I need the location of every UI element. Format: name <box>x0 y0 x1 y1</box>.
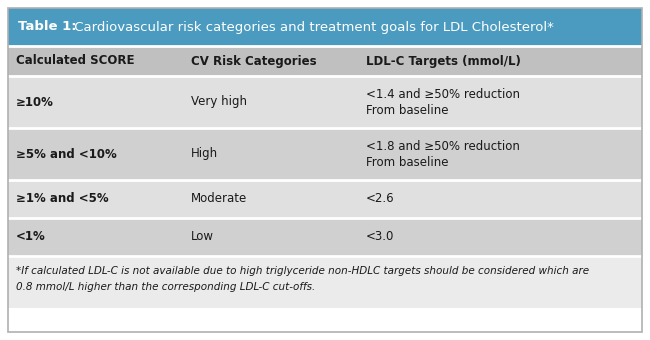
Text: Moderate: Moderate <box>191 192 247 205</box>
Text: Low: Low <box>191 231 214 243</box>
Bar <box>8 128 642 180</box>
Bar <box>8 180 642 218</box>
Text: <1.8 and ≥50% reduction: <1.8 and ≥50% reduction <box>366 139 520 153</box>
Text: Table 1:: Table 1: <box>18 20 77 34</box>
Text: Calculated SCORE: Calculated SCORE <box>16 54 135 68</box>
Text: ≥10%: ≥10% <box>16 96 54 108</box>
Text: High: High <box>191 148 218 160</box>
Text: From baseline: From baseline <box>366 155 448 169</box>
Bar <box>8 218 642 256</box>
Text: From baseline: From baseline <box>366 103 448 117</box>
Text: <2.6: <2.6 <box>366 192 395 205</box>
Text: 0.8 mmol/L higher than the corresponding LDL-C cut-offs.: 0.8 mmol/L higher than the corresponding… <box>16 282 315 292</box>
Text: LDL-C Targets (mmol/L): LDL-C Targets (mmol/L) <box>366 54 521 68</box>
Text: Cardiovascular risk categories and treatment goals for LDL Cholesterol*: Cardiovascular risk categories and treat… <box>70 20 554 34</box>
Bar <box>8 256 642 308</box>
Bar <box>8 46 642 76</box>
Bar <box>8 76 642 128</box>
Text: CV Risk Categories: CV Risk Categories <box>191 54 317 68</box>
Text: <3.0: <3.0 <box>366 231 395 243</box>
Text: *If calculated LDL-C is not available due to high triglyceride non-HDLC targets : *If calculated LDL-C is not available du… <box>16 266 589 276</box>
Text: <1%: <1% <box>16 231 46 243</box>
Bar <box>8 8 642 46</box>
Text: Very high: Very high <box>191 96 247 108</box>
Text: ≥5% and <10%: ≥5% and <10% <box>16 148 117 160</box>
Text: <1.4 and ≥50% reduction: <1.4 and ≥50% reduction <box>366 87 520 101</box>
Text: ≥1% and <5%: ≥1% and <5% <box>16 192 109 205</box>
